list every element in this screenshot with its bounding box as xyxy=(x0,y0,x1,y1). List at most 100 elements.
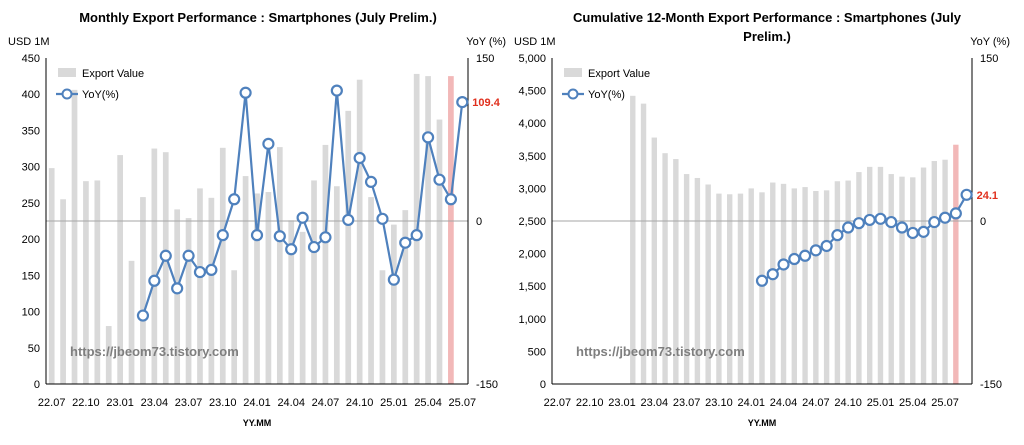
bar xyxy=(333,186,340,384)
y-tick-label: 0 xyxy=(540,379,546,391)
bar xyxy=(94,180,101,384)
yoy-marker xyxy=(917,225,930,238)
y2-axis-label: YoY (%) xyxy=(466,36,506,48)
yoy-marker xyxy=(831,229,844,242)
bar xyxy=(402,210,409,384)
bar xyxy=(802,187,808,384)
yoy-marker xyxy=(863,213,876,227)
chart-title-line-2: Prelim.) xyxy=(743,29,791,44)
yoy-marker xyxy=(353,151,366,165)
yoy-marker xyxy=(273,230,286,243)
bar xyxy=(436,119,443,385)
bar xyxy=(322,144,329,384)
bar xyxy=(311,180,317,384)
yoy-marker xyxy=(788,252,801,266)
x-tick-label: 24.07 xyxy=(802,397,830,409)
y-tick-label: 1,500 xyxy=(518,281,546,293)
x-tick-label: 23.04 xyxy=(141,397,169,409)
yoy-marker xyxy=(285,243,298,256)
x-tick-label: 25.04 xyxy=(899,397,927,409)
y-tick-label: 150 xyxy=(22,270,40,282)
yoy-marker xyxy=(399,236,412,249)
y-axis-label: USD 1M xyxy=(514,36,556,48)
yoy-marker xyxy=(159,249,172,262)
y-tick-label: 250 xyxy=(22,198,40,210)
x-tick-label: 22.07 xyxy=(38,397,66,409)
yoy-marker xyxy=(216,229,229,242)
bar xyxy=(425,76,431,384)
last-value-label: 24.1 xyxy=(977,190,998,202)
yoy-marker xyxy=(820,239,833,253)
legend-line-marker xyxy=(61,88,73,100)
bar xyxy=(931,161,937,384)
bar xyxy=(299,231,306,384)
yoy-marker xyxy=(842,221,855,234)
y-tick-label: 450 xyxy=(22,53,40,65)
yoy-marker xyxy=(239,86,252,99)
y-tick-label: 50 xyxy=(28,343,40,355)
bar xyxy=(856,172,862,384)
x-tick-label: 23.07 xyxy=(175,397,203,409)
yoy-marker xyxy=(777,258,790,271)
x-tick-label: 24.01 xyxy=(737,397,765,409)
yoy-marker xyxy=(364,175,378,188)
bar xyxy=(276,147,283,384)
legend-bar-swatch xyxy=(564,68,582,77)
yoy-marker xyxy=(250,229,264,242)
yoy-marker xyxy=(319,231,332,244)
x-tick-label: 25.01 xyxy=(867,397,895,409)
bar xyxy=(185,218,192,384)
y-tick-label: 4,000 xyxy=(518,118,546,130)
x-axis-label: YY.MM xyxy=(243,418,272,428)
chart-title: Monthly Export Performance : Smartphones… xyxy=(79,10,437,25)
y-tick-label: 400 xyxy=(22,89,40,101)
x-tick-label: 24.07 xyxy=(312,397,340,409)
legend-line-marker xyxy=(567,88,579,100)
bar xyxy=(683,174,690,384)
bar xyxy=(630,95,636,384)
bar xyxy=(759,192,765,384)
yoy-marker xyxy=(906,226,919,240)
y2-axis-label: YoY (%) xyxy=(970,36,1010,48)
y2-tick-label: 150 xyxy=(980,53,998,65)
yoy-marker xyxy=(330,84,343,97)
y2-tick-label: 0 xyxy=(980,216,986,228)
yoy-marker xyxy=(874,212,887,225)
bar xyxy=(899,176,905,384)
legend-line-label: YoY(%) xyxy=(588,89,625,101)
yoy-marker xyxy=(852,217,866,230)
bar xyxy=(705,184,711,384)
y-tick-label: 4,500 xyxy=(518,86,546,98)
y-tick-label: 1,000 xyxy=(518,314,546,326)
y-tick-label: 100 xyxy=(22,307,40,319)
legend-line-label: YoY(%) xyxy=(82,89,119,101)
bar xyxy=(770,182,776,384)
legend-bar-label: Export Value xyxy=(82,68,144,80)
bar xyxy=(888,174,894,384)
yoy-marker xyxy=(148,274,161,287)
chart-title: Cumulative 12-Month Export Performance :… xyxy=(573,10,962,25)
bar xyxy=(368,197,374,384)
yoy-marker xyxy=(376,212,389,225)
bar xyxy=(780,183,787,384)
bar xyxy=(231,270,238,384)
yoy-marker xyxy=(228,193,241,206)
yoy-marker xyxy=(171,282,184,295)
yoy-marker xyxy=(387,273,400,286)
bar xyxy=(48,168,55,384)
yoy-marker xyxy=(444,193,457,206)
y-tick-label: 5,000 xyxy=(518,53,546,65)
bar xyxy=(356,79,363,384)
bar xyxy=(834,181,841,384)
bar xyxy=(910,177,916,384)
x-tick-label: 24.10 xyxy=(834,397,862,409)
bar xyxy=(265,192,272,384)
y2-tick-label: -150 xyxy=(980,379,1002,391)
bar xyxy=(254,193,260,384)
yoy-marker xyxy=(960,188,973,201)
bar xyxy=(379,270,386,384)
bar xyxy=(791,188,797,384)
yoy-marker xyxy=(262,137,275,150)
cumulative-export-chart: Cumulative 12-Month Export Performance :… xyxy=(514,10,1010,428)
bar xyxy=(877,166,884,384)
